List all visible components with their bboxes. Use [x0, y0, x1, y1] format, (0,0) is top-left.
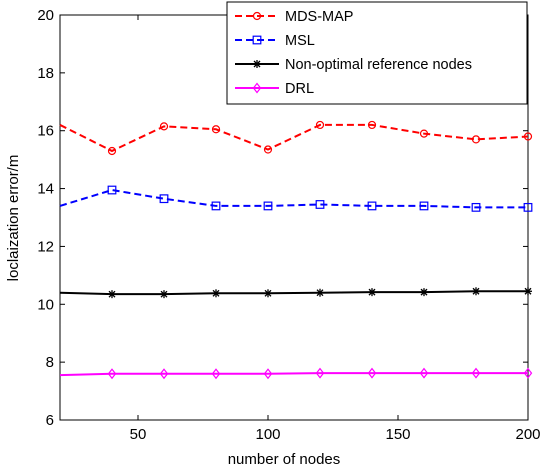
data-point-diamond — [159, 368, 169, 380]
series-layer — [59, 120, 533, 380]
data-point-star — [316, 288, 324, 297]
data-point-diamond — [523, 367, 533, 379]
star-stroke — [420, 288, 428, 296]
star-stroke — [160, 290, 168, 298]
data-point-star — [264, 289, 272, 298]
data-point-square — [211, 201, 221, 211]
legend-label: DRL — [285, 81, 314, 97]
series — [59, 120, 533, 156]
y-tick-label: 10 — [37, 296, 54, 313]
star-stroke — [368, 288, 376, 296]
data-point-circle — [367, 120, 377, 130]
data-point-square — [419, 201, 429, 211]
x-tick-label: 150 — [385, 426, 410, 443]
star-stroke — [472, 287, 480, 295]
data-point-square — [159, 194, 169, 204]
legend: MDS-MAP MSL Non-optimal reference nodes DRL — [226, 1, 528, 105]
star-stroke — [108, 290, 116, 298]
data-point-star — [420, 288, 428, 297]
data-point-square — [471, 202, 481, 212]
y-tick-label: 20 — [37, 7, 54, 24]
data-point-diamond — [263, 368, 273, 380]
legend-item: DRL — [235, 81, 314, 97]
data-point-circle — [107, 146, 117, 156]
data-point-circle — [263, 145, 273, 154]
series-line — [59, 372, 528, 377]
y-tick-label: 18 — [37, 65, 54, 82]
y-tick-label: 12 — [37, 238, 54, 255]
data-point-square — [263, 201, 273, 211]
data-point-diamond — [315, 367, 325, 379]
x-axis-label: number of nodes — [228, 451, 341, 468]
data-point-circle — [523, 132, 533, 141]
data-point-square — [315, 200, 325, 209]
series-line — [59, 188, 528, 209]
legend-label: MDS-MAP — [285, 9, 353, 25]
series-line — [59, 290, 528, 296]
data-point-circle — [315, 120, 325, 130]
data-point-diamond — [252, 82, 262, 94]
data-point-circle — [252, 11, 262, 21]
data-point-diamond — [471, 367, 481, 379]
x-tick-label: 100 — [255, 426, 280, 443]
x-tick-label: 200 — [515, 426, 540, 443]
series — [59, 185, 533, 212]
series-line — [59, 123, 529, 153]
data-point-star — [472, 287, 480, 296]
data-point-circle — [471, 135, 481, 144]
y-tick-label: 8 — [46, 354, 54, 371]
data-point-star — [212, 289, 220, 298]
data-point-star — [108, 290, 116, 299]
data-point-square — [107, 185, 117, 195]
data-point-square — [523, 202, 533, 212]
legend-item: MSL — [235, 33, 315, 49]
data-point-star — [368, 288, 376, 297]
y-tick-label: 6 — [46, 412, 54, 429]
star-stroke — [524, 287, 532, 295]
series — [59, 287, 532, 299]
star-stroke — [212, 289, 220, 297]
legend-label: Non-optimal reference nodes — [285, 57, 472, 73]
data-point-square — [367, 201, 377, 211]
y-tick-label: 14 — [37, 181, 54, 198]
y-tick-label: 16 — [37, 123, 54, 140]
legend-item: Non-optimal reference nodes — [235, 57, 472, 73]
legend-item: MDS-MAP — [235, 9, 353, 25]
legend-label: MSL — [285, 33, 315, 49]
data-point-diamond — [367, 367, 377, 379]
data-point-circle — [419, 129, 429, 138]
data-point-diamond — [107, 368, 117, 380]
star-stroke — [264, 289, 272, 297]
star-stroke — [316, 289, 324, 297]
data-point-diamond — [211, 368, 221, 380]
data-point-circle — [159, 122, 169, 131]
data-point-star — [524, 287, 532, 296]
data-point-star — [253, 60, 261, 68]
data-point-circle — [211, 125, 221, 134]
data-point-star — [160, 290, 168, 299]
star-stroke — [253, 60, 261, 68]
series — [59, 367, 533, 380]
x-tick-label: 50 — [130, 426, 147, 443]
data-point-square — [252, 35, 262, 45]
y-axis-label: loclaization error/m — [5, 155, 22, 282]
data-point-diamond — [419, 367, 429, 379]
